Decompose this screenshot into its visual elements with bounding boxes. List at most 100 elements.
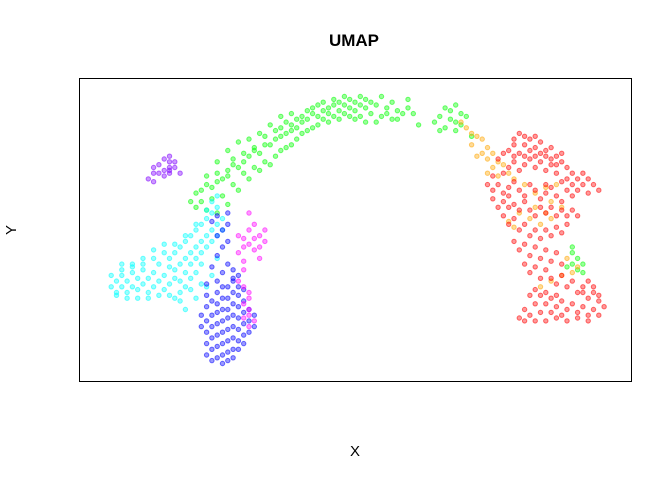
- scatter-point-s2-63: [214, 252, 220, 259]
- scatter-point-s1-31: [182, 255, 189, 262]
- scatter-point-s1-45: [203, 215, 210, 222]
- scatter-point-s1-2: [108, 272, 114, 279]
- scatter-point-s5-3: [474, 133, 480, 140]
- scatter-point-s6-8: [537, 159, 544, 165]
- scatter-point-s2-3: [203, 329, 210, 335]
- scatter-point-s5-8: [479, 150, 485, 157]
- points-layer: [108, 93, 607, 367]
- scatter-point-s5-10: [484, 156, 491, 162]
- scatter-point-s2-78: [219, 284, 226, 290]
- scatter-point-s2-27: [225, 295, 231, 301]
- scatter-point-s0-61: [384, 105, 390, 111]
- scatter-point-s0-43: [325, 110, 332, 117]
- scatter-point-s1-30: [177, 278, 183, 284]
- scatter-point-s6-20: [537, 196, 544, 202]
- scatter-point-s2-39: [230, 346, 236, 352]
- scatter-point-s1-54: [193, 269, 199, 276]
- scatter-point-s0-33: [299, 113, 305, 120]
- scatter-point-s2-32: [225, 349, 231, 355]
- scatter-point-s6-66: [543, 247, 549, 253]
- scatter-point-s6-46: [574, 213, 581, 219]
- scatter-point-s1-57: [182, 284, 189, 290]
- scatter-point-s0-67: [410, 110, 416, 117]
- scatter-point-s6-41: [548, 204, 554, 211]
- scatter-point-s3-16: [262, 227, 268, 233]
- x-axis-label: X: [350, 443, 360, 460]
- scatter-point-s6-54: [537, 235, 544, 242]
- scatter-point-s6-49: [511, 215, 517, 222]
- scatter-point-s3-5: [246, 241, 252, 247]
- scatter-point-s6-115: [548, 295, 554, 301]
- scatter-point-s2-56: [251, 323, 258, 330]
- scatter-point-s2-65: [225, 238, 231, 245]
- scatter-point-s0-104: [278, 147, 284, 154]
- scatter-point-s1-59: [172, 295, 178, 301]
- scatter-point-s0-71: [246, 136, 252, 142]
- scatter-point-s0-111: [352, 116, 358, 122]
- scatter-point-s2-33: [225, 357, 231, 364]
- scatter-point-s6-145: [596, 187, 602, 193]
- scatter-point-s6-134: [532, 153, 538, 159]
- scatter-point-s0-85: [241, 170, 247, 176]
- scatter-point-s1-80: [182, 306, 189, 313]
- scatter-point-s6-106: [585, 318, 591, 324]
- scatter-point-s0-32: [299, 119, 305, 125]
- scatter-point-s4-3: [161, 167, 167, 174]
- scatter-point-s1-4: [119, 284, 125, 290]
- scatter-point-s1-47: [209, 238, 215, 245]
- scatter-point-s1-7: [124, 289, 130, 296]
- scatter-point-s0-79: [188, 198, 194, 205]
- scatter-point-s6-141: [574, 176, 581, 182]
- scatter-point-s1-13: [140, 267, 146, 273]
- scatter-point-s0-92: [315, 122, 321, 128]
- scatter-point-s0-27: [283, 119, 289, 125]
- scatter-point-s3-9: [251, 235, 258, 242]
- scatter-point-s2-10: [209, 346, 215, 352]
- scatter-point-s1-77: [177, 298, 183, 304]
- scatter-point-s1-79: [198, 281, 205, 287]
- scatter-point-s0-21: [267, 142, 273, 148]
- scatter-point-s3-4: [241, 235, 247, 242]
- scatter-point-s3-2: [235, 250, 242, 256]
- scatter-point-s6-6: [527, 156, 533, 162]
- scatter-point-s6-113: [537, 292, 544, 298]
- scatter-point-s0-52: [352, 99, 358, 105]
- scatter-point-s5-16: [506, 170, 512, 176]
- scatter-point-s0-11: [230, 156, 236, 162]
- scatter-point-s2-40: [230, 355, 236, 361]
- scatter-point-s2-54: [246, 329, 252, 335]
- scatter-point-s0-95: [347, 113, 353, 120]
- scatter-point-s6-122: [527, 136, 533, 142]
- scatter-point-s1-55: [198, 261, 205, 267]
- scatter-point-s3-18: [241, 284, 247, 290]
- scatter-point-s1-86: [150, 247, 157, 253]
- scatter-point-s6-120: [511, 142, 517, 148]
- scatter-point-s6-67: [548, 258, 554, 264]
- scatter-point-s6-71: [527, 269, 533, 276]
- scatter-point-s1-64: [113, 292, 120, 298]
- scatter-point-s5-15: [495, 173, 501, 179]
- scatter-point-s6-65: [537, 255, 544, 262]
- scatter-point-s0-72: [256, 130, 263, 137]
- scatter-point-s5-9: [474, 153, 480, 159]
- scatter-point-s0-76: [219, 193, 226, 199]
- scatter-point-s2-22: [219, 329, 226, 335]
- scatter-point-s1-33: [182, 238, 189, 245]
- scatter-point-s2-44: [235, 326, 242, 333]
- scatter-point-s1-38: [193, 255, 199, 262]
- scatter-point-s2-20: [219, 306, 226, 313]
- scatter-point-s1-6: [124, 278, 130, 284]
- scatter-point-s6-118: [532, 286, 538, 293]
- scatter-point-s6-47: [500, 213, 507, 219]
- scatter-point-s0-5: [203, 173, 210, 179]
- scatter-point-s6-70: [521, 261, 528, 267]
- scatter-point-s6-117: [559, 298, 565, 304]
- scatter-point-s1-74: [209, 198, 215, 205]
- scatter-point-s3-13: [256, 244, 263, 250]
- scatter-point-s6-62: [521, 241, 528, 247]
- scatter-point-s6-121: [521, 142, 528, 148]
- scatter-point-s2-7: [209, 312, 215, 318]
- scatter-point-s0-75: [288, 110, 295, 117]
- scatter-point-s0-130: [437, 127, 443, 134]
